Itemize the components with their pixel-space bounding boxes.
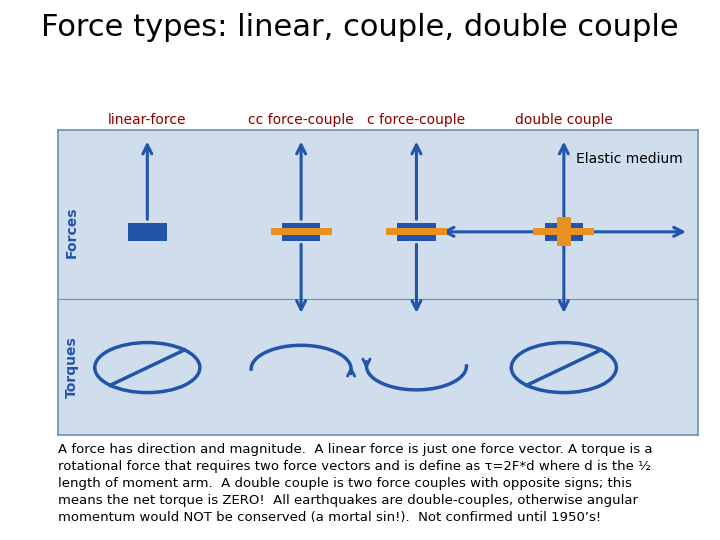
Bar xyxy=(534,228,594,235)
Text: A force has direction and magnitude.  A linear force is just one force vector. A: A force has direction and magnitude. A l… xyxy=(58,443,652,524)
Bar xyxy=(544,222,583,241)
Text: cc force-couple: cc force-couple xyxy=(248,113,354,127)
Bar xyxy=(386,228,447,235)
Bar xyxy=(271,228,331,235)
Text: linear-force: linear-force xyxy=(108,113,186,127)
Text: Forces: Forces xyxy=(65,206,78,258)
Bar xyxy=(128,222,166,241)
Text: c force-couple: c force-couple xyxy=(367,113,466,127)
Text: Force types: linear, couple, double couple: Force types: linear, couple, double coup… xyxy=(41,14,679,43)
Text: Torques: Torques xyxy=(65,337,78,399)
Text: double couple: double couple xyxy=(515,113,613,127)
Text: Elastic medium: Elastic medium xyxy=(575,152,683,166)
Bar xyxy=(282,222,320,241)
Bar xyxy=(557,217,571,246)
Bar xyxy=(397,222,436,241)
